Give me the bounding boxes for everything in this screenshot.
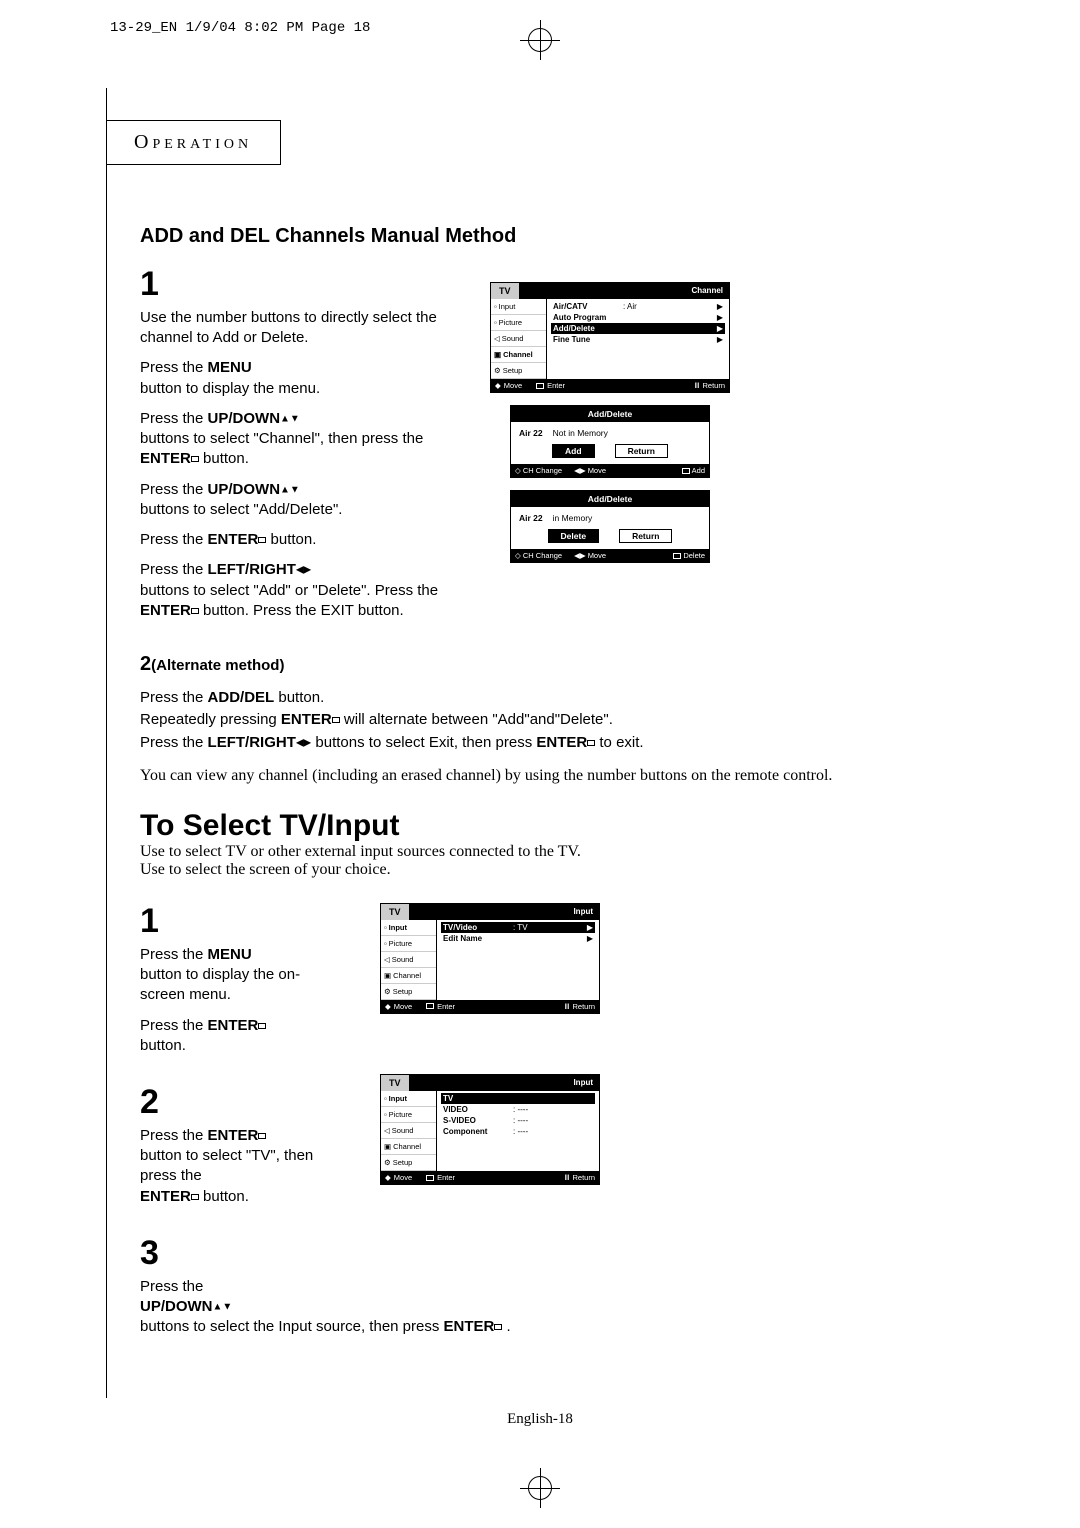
select-step1-enter: Press the ENTER button. [140,1016,340,1057]
select-intro2: Use to select the screen of your choice. [140,861,940,879]
select-step3-text: Press the UP/DOWN▲▼ buttons to select th… [140,1277,940,1338]
select-step3-num: 3 [140,1231,940,1277]
sidebar-channel: ▣ Channel [491,347,546,363]
page-content: Operation ADD and DEL Channels Manual Me… [140,120,940,1348]
step1-menu: Press the MENU button to display the men… [140,358,450,399]
add-del-title: ADD and DEL Channels Manual Method [140,225,940,248]
channel-note: You can view any channel (including an e… [140,767,940,785]
select-step1-num: 1 [140,899,340,945]
section-header: Operation [106,120,281,165]
return-button[interactable]: Return [615,444,668,458]
osd-add-dialog: Add/Delete Air 22Not in Memory AddReturn… [510,405,710,478]
osd-channel-menu: TVChannel ▫ Input ▫ Picture ◁ Sound ▣ Ch… [490,282,730,393]
sidebar-setup: ⚙ Setup [491,363,546,379]
osd-input-menu-2: TVInput ▫ Input ▫ Picture ◁ Sound ▣ Chan… [380,1074,600,1185]
step1-enter: Press the ENTER button. [140,530,450,550]
select-tv-title: To Select TV/Input [140,809,940,843]
sidebar-sound: ◁ Sound [491,331,546,347]
select-step2-num: 2 [140,1080,340,1126]
alt-heading: 2(Alternate method) [140,651,940,678]
step1-text: Use the number buttons to directly selec… [140,308,450,349]
sidebar-input: ▫ Input [491,299,546,315]
menu-sidebar: ▫ Input ▫ Picture ◁ Sound ▣ Channel ⚙ Se… [491,299,547,379]
select-step1-text: Press the MENU button to display the on-… [140,945,340,1006]
crop-mark-top [520,20,560,60]
select-step2-text: Press the ENTER button to select "TV", t… [140,1126,340,1207]
osd-input-menu-1: TVInput ▫ Input ▫ Picture ◁ Sound ▣ Chan… [380,903,600,1014]
alt-line2: Repeatedly pressing ENTER will alternate… [140,710,940,730]
step1-leftright: Press the LEFT/RIGHT◀▶ buttons to select… [140,560,450,621]
pdf-header: 13-29_EN 1/9/04 8:02 PM Page 18 [110,20,370,36]
step1-updown2: Press the UP/DOWN▲▼ buttons to select "A… [140,480,450,521]
page-left-rule [106,88,107,1398]
sidebar-picture: ▫ Picture [491,315,546,331]
add-button[interactable]: Add [552,444,595,458]
crop-mark-bottom [520,1468,560,1508]
step1-updown1: Press the UP/DOWN▲▼ buttons to select "C… [140,409,450,470]
select-intro1: Use to select TV or other external input… [140,843,940,861]
page-number: English-18 [507,1411,573,1428]
return-button-2[interactable]: Return [619,529,672,543]
alt-line1: Press the ADD/DEL button. [140,688,940,708]
delete-button[interactable]: Delete [548,529,600,543]
alt-line3: Press the LEFT/RIGHT◀▶ buttons to select… [140,733,940,753]
osd-delete-dialog: Add/Delete Air 22in Memory DeleteReturn … [510,490,710,563]
step-1-number: 1 [140,262,450,308]
